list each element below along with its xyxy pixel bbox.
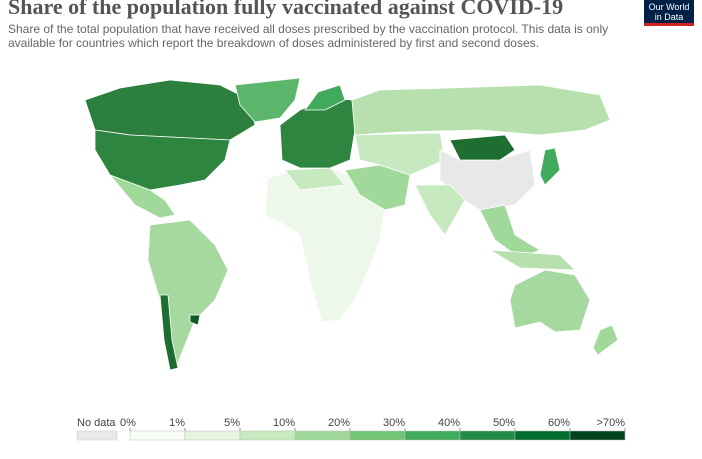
greenland — [234, 77, 301, 123]
legend-tick-label: 30% — [383, 417, 405, 429]
legend-swatch — [294, 430, 351, 441]
legend-tick-label: 50% — [493, 417, 515, 429]
legend-tick-label: 40% — [438, 417, 460, 429]
japan — [539, 147, 561, 186]
legend-no-data-label: No data — [77, 417, 116, 429]
russia — [351, 84, 611, 136]
legend-no-data-swatch — [76, 430, 118, 441]
legend-tick-label: >70% — [597, 417, 626, 429]
logo-line: Our World — [648, 2, 690, 12]
central-asia — [354, 132, 446, 176]
indonesia — [489, 249, 577, 271]
uruguay — [189, 314, 201, 326]
legend-tick-label: 10% — [273, 417, 295, 429]
australia — [509, 269, 591, 333]
countries — [84, 77, 619, 372]
legend-tick-label: 5% — [224, 417, 240, 429]
usa — [94, 129, 231, 191]
legend-tick-label: 60% — [548, 417, 570, 429]
legend-swatch — [349, 430, 406, 441]
subtitle: Share of the total population that have … — [8, 22, 609, 50]
legend: No data 0% 1% 5% 10% 20% 30% 40% 50% 60% >70% — [76, 417, 626, 441]
legend-tick-label: 0% — [120, 417, 136, 429]
new-zealand — [592, 324, 619, 356]
legend-swatch — [184, 430, 241, 441]
mexico — [108, 174, 176, 219]
legend-swatch — [569, 430, 626, 441]
north-africa — [284, 167, 346, 191]
legend-swatch — [239, 430, 296, 441]
scandinavia — [304, 84, 346, 111]
title: Share of the population fully vaccinated… — [8, 0, 564, 19]
legend-tick-label: 1% — [169, 417, 185, 429]
legend-swatch — [459, 430, 516, 441]
mongolia — [449, 134, 516, 161]
legend-tick-label: 20% — [328, 417, 350, 429]
logo-line: in Data — [654, 12, 684, 22]
logo: Our World in Data — [644, 0, 694, 26]
india — [414, 184, 466, 236]
southeast-asia — [479, 204, 541, 259]
legend-swatch — [404, 430, 461, 441]
legend-swatch — [514, 430, 571, 441]
canada — [84, 79, 256, 141]
africa — [264, 167, 386, 323]
chile — [159, 294, 179, 371]
legend-swatch — [129, 430, 186, 441]
